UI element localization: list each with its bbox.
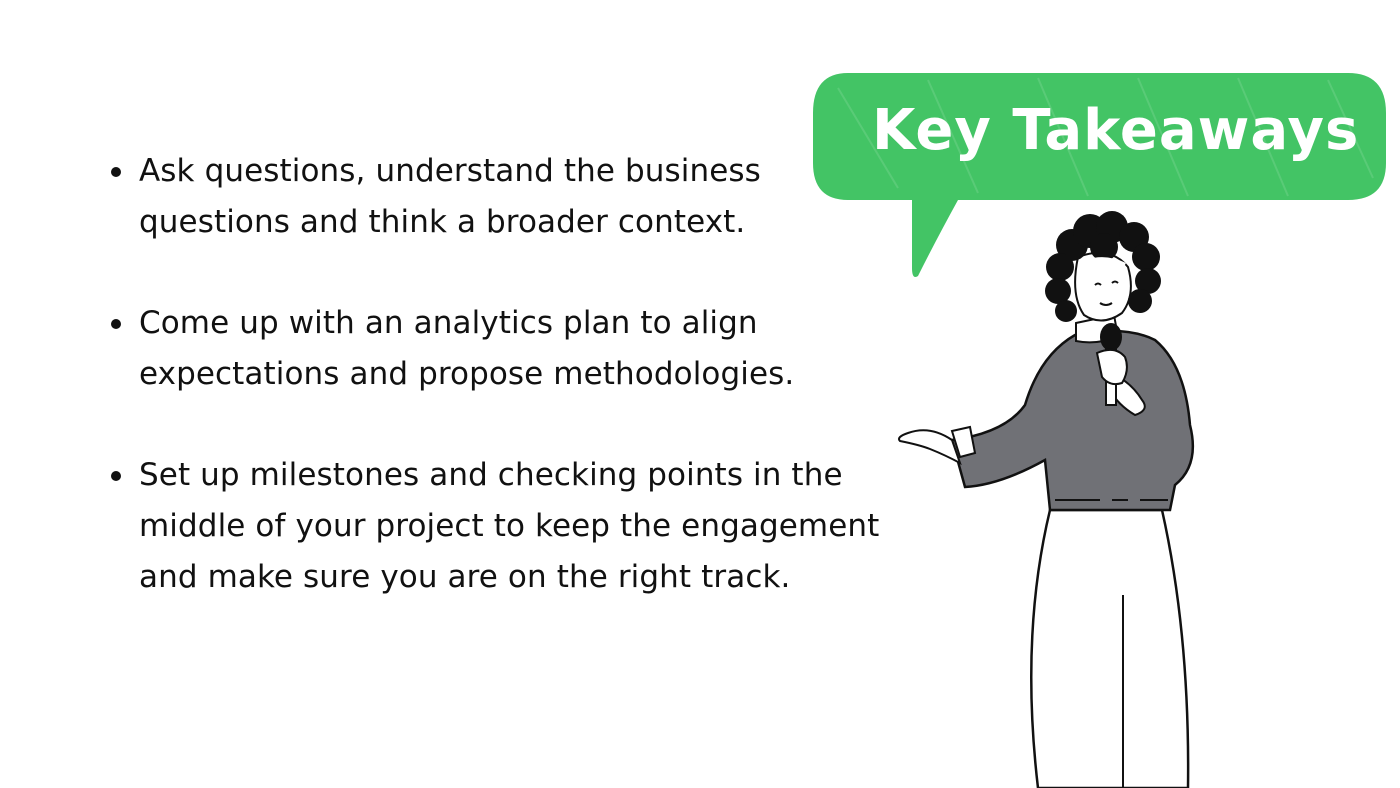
bubble-title: Key Takeaways: [872, 98, 1360, 163]
takeaway-item: Ask questions, understand the business q…: [104, 146, 904, 248]
speech-bubble: Key Takeaways: [808, 68, 1388, 283]
takeaways-list: Ask questions, understand the business q…: [104, 146, 904, 653]
takeaway-item: Come up with an analytics plan to align …: [104, 298, 904, 400]
speech-bubble-shape: [813, 73, 1386, 277]
takeaway-item: Set up milestones and checking points in…: [104, 450, 904, 603]
speaker-woman-with-microphone-icon: [898, 211, 1195, 788]
